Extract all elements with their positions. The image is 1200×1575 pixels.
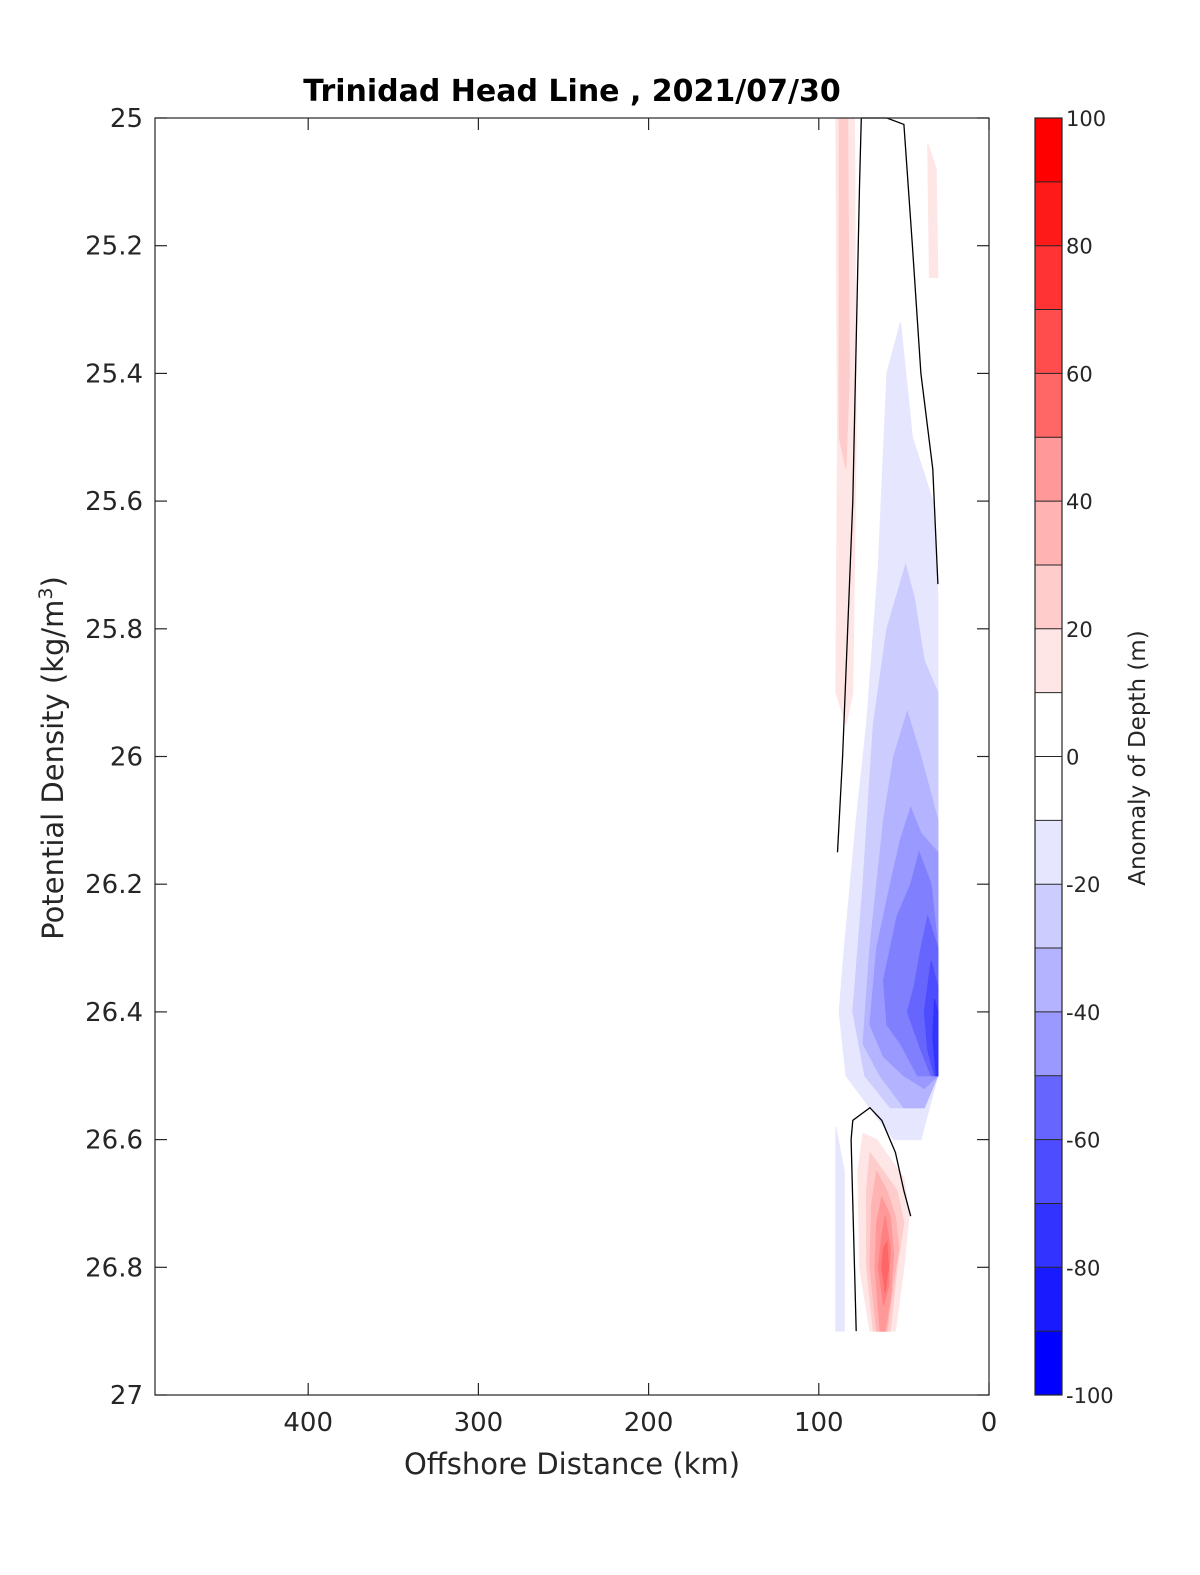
colorbar [1035,118,1062,1396]
colorbar-label: Anomaly of Depth (m) [1125,630,1151,885]
y-tick-label-10: 27 [110,1381,143,1411]
colorbar-bin-0 [1035,1331,1062,1396]
colorbar-tick-label-7: -40 [1066,1001,1100,1025]
x-tick-label-2: 200 [624,1408,674,1438]
colorbar-tick-label-2: 60 [1066,362,1093,386]
colorbar-frame [1034,117,1063,1396]
y-tick-label-3: 25.6 [85,487,143,517]
colorbar-bin-4 [1035,1075,1062,1141]
colorbar-tick-labels: 100 80 60 40 20 0 -20 -40 -60 -80 -100 [1066,107,1114,1408]
y-tick-label-6: 26.2 [85,870,143,900]
colorbar-bin-16 [1035,309,1062,374]
y-tick-label-2: 25.4 [85,359,143,389]
contour-regions [835,117,939,1332]
y-axis-label-superscript: 3 [35,587,57,599]
y-axis-label: Potential Density (kg/m3) [35,576,70,940]
colorbar-bin-6 [1035,948,1062,1013]
contour-region-10 [932,998,939,1077]
x-tick-label-4: 0 [981,1408,998,1438]
colorbar-tick-label-10: -100 [1066,1384,1114,1408]
y-tick-label-4: 25.8 [85,615,143,645]
colorbar-bin-13 [1035,501,1062,566]
y-tick-label-9: 26.8 [85,1253,143,1283]
colorbar-bin-10 [1035,692,1062,757]
colorbar-bin-7 [1035,884,1062,949]
colorbar-bin-14 [1035,437,1062,502]
colorbar-tick-label-4: 20 [1066,618,1093,642]
x-axis-label: Offshore Distance (km) [404,1447,740,1481]
colorbar-bin-1 [1035,1267,1062,1332]
x-tick-label-3: 100 [794,1408,844,1438]
chart-title: Trinidad Head Line , 2021/07/30 [303,74,840,109]
y-tick-label-1: 25.2 [85,232,143,262]
colorbar-bin-9 [1035,756,1062,821]
colorbar-bin-11 [1035,628,1062,694]
x-tick-label-1: 300 [454,1408,504,1438]
colorbar-tick-label-9: -80 [1066,1256,1100,1280]
colorbar-bin-15 [1035,373,1062,438]
y-tick-label-5: 26 [110,743,143,773]
colorbar-bin-12 [1035,564,1062,630]
y-tick-label-8: 26.6 [85,1126,143,1156]
colorbar-bin-8 [1035,820,1062,885]
colorbar-tick-label-1: 80 [1066,235,1093,259]
colorbar-bin-3 [1035,1139,1062,1204]
y-axis-label-main: Potential Density (kg/m [36,600,70,940]
colorbar-bin-19 [1035,118,1062,183]
x-tick-label-0: 400 [283,1408,333,1438]
y-tick-labels: 25 25.2 25.4 25.6 25.8 26 26.2 26.4 26.6 26.8 27 [85,104,143,1411]
y-axis-label-close: ) [36,576,70,587]
colorbar-bin-17 [1035,245,1062,311]
zero-contour-1 [850,1106,912,1332]
colorbar-tick-label-8: -60 [1066,1129,1100,1153]
colorbar-bin-2 [1035,1203,1062,1268]
colorbar-bin-5 [1035,1011,1062,1077]
contour-region-1 [927,143,939,279]
x-tick-labels: 400 300 200 100 0 [283,1408,997,1438]
colorbar-tick-label-3: 40 [1066,490,1093,514]
y-tick-label-0: 25 [110,104,143,134]
y-tick-label-7: 26.4 [85,998,143,1028]
colorbar-bin-18 [1035,181,1062,247]
colorbar-tick-label-5: 0 [1066,746,1079,770]
colorbar-tick-label-6: -20 [1066,873,1100,897]
colorbar-tick-label-0: 100 [1066,107,1106,131]
plot-frame [154,117,990,1396]
contour-region-11 [835,1126,845,1332]
contour-region-2 [838,117,850,470]
contour-region-17 [881,1240,890,1293]
